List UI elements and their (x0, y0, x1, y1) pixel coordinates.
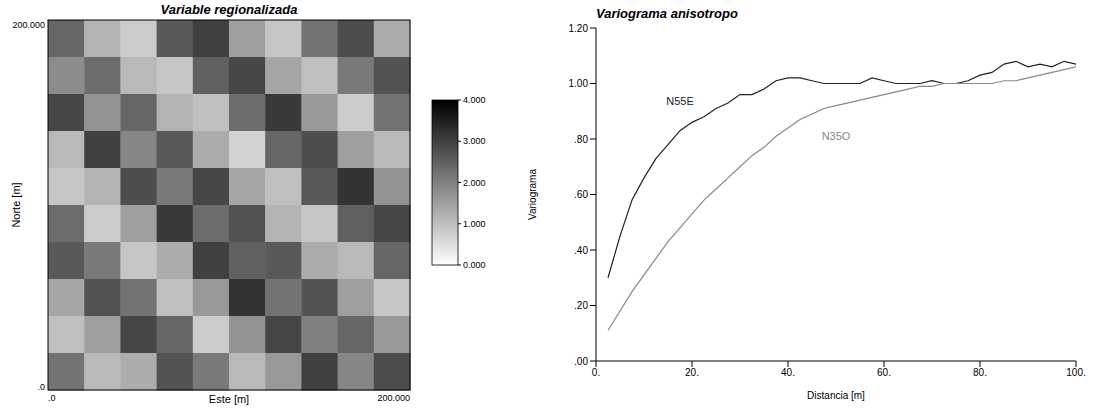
svg-text:1.000: 1.000 (463, 219, 486, 229)
svg-text:.80: .80 (574, 134, 588, 145)
svg-text:100.: 100. (1066, 367, 1085, 378)
svg-text:.60: .60 (574, 189, 588, 200)
svg-text:N55E: N55E (666, 95, 694, 107)
svg-text:20.: 20. (685, 367, 699, 378)
svg-text:.40: .40 (574, 245, 588, 256)
svg-text:4.000: 4.000 (463, 95, 486, 105)
svg-text:2.000: 2.000 (463, 178, 486, 188)
svg-text:3.000: 3.000 (463, 136, 486, 146)
html-text:Variograma anisotropo: Variograma anisotropo (596, 6, 738, 21)
svg-text:1.20: 1.20 (569, 23, 589, 34)
svg-text:.20: .20 (574, 300, 588, 311)
svg-text:200.000: 200.000 (12, 20, 45, 30)
svg-text:0.: 0. (592, 367, 600, 378)
svg-text:Variable regionalizada: Variable regionalizada (161, 2, 298, 17)
svg-text:.0: .0 (48, 393, 56, 403)
svg-text:80.: 80. (973, 367, 987, 378)
svg-text:.00: .00 (574, 356, 588, 367)
svg-text:1.00: 1.00 (569, 78, 589, 89)
svg-text:Norte [m]: Norte [m] (10, 182, 22, 227)
svg-text:N35O: N35O (822, 130, 851, 142)
svg-text:60.: 60. (877, 367, 891, 378)
svg-text:Distancia [m]: Distancia [m] (807, 390, 865, 401)
svg-text:0.000: 0.000 (463, 260, 486, 270)
svg-text:.0: .0 (37, 382, 45, 392)
svg-text:200.000: 200.000 (377, 393, 410, 403)
svg-text:Este [m]: Este [m] (209, 393, 249, 405)
svg-text:Variograma: Variograma (527, 169, 538, 220)
svg-text:40.: 40. (781, 367, 795, 378)
